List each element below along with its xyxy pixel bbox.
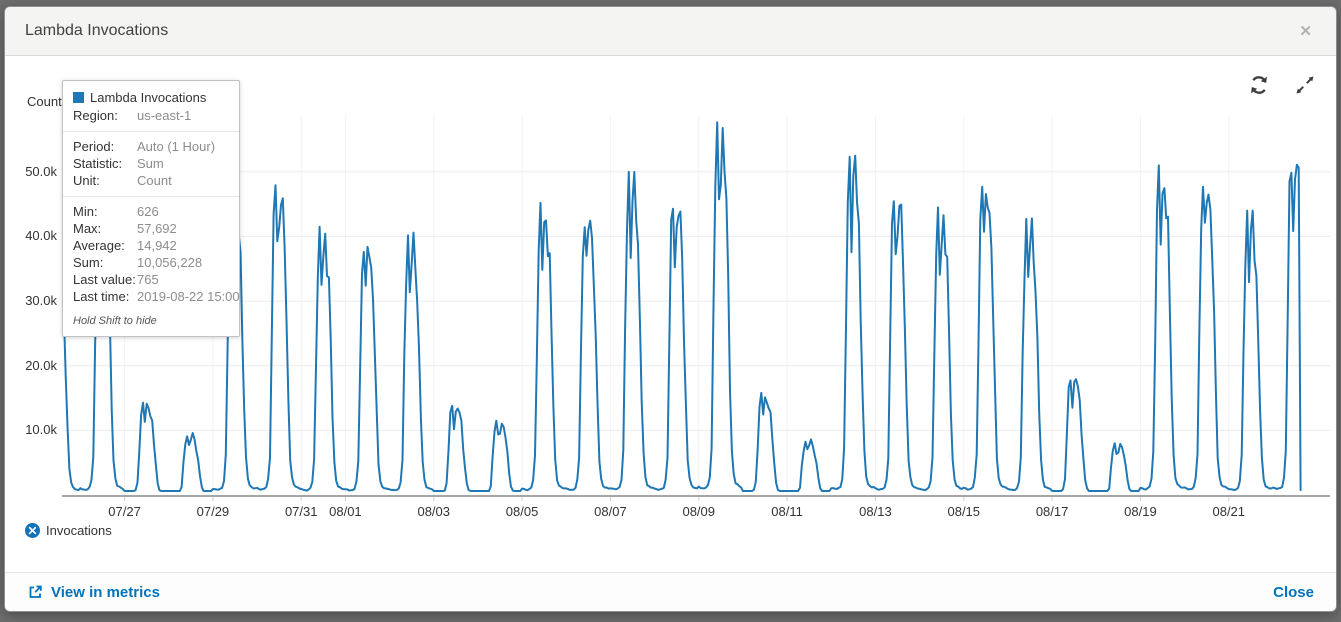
chart-tooltip: Lambda Invocations Region: us-east-1 Perio… [62, 80, 240, 337]
tooltip-row: Average: 14,942 [73, 238, 231, 254]
tooltip-row-label: Period: [73, 139, 115, 154]
legend-item-invocations[interactable]: Invocations [25, 523, 112, 538]
chart-svg[interactable] [61, 115, 1330, 507]
y-tick-label: 20.0k [25, 357, 57, 373]
tooltip-row: Unit: Count [73, 173, 231, 189]
tooltip-row-value: Count [137, 173, 172, 188]
tooltip-row: Min: 626 [73, 204, 231, 220]
expand-button[interactable] [1294, 74, 1316, 96]
tooltip-note: Hold Shift to hide [73, 315, 157, 327]
tooltip-row-value: 57,692 [137, 221, 177, 236]
y-tick-label: 30.0k [25, 293, 57, 309]
x-tick-label: 08/13 [859, 504, 892, 519]
legend-label: Invocations [46, 523, 112, 538]
x-tick-label: 08/15 [947, 504, 981, 519]
refresh-icon [1251, 76, 1267, 94]
tooltip-row-label: Average: [73, 238, 125, 253]
tooltip-row: Period: Auto (1 Hour) [73, 139, 231, 155]
tooltip-sections: Region: us-east-1 Period: Auto (1 Hour) Stat… [63, 108, 240, 305]
external-link-icon [29, 585, 42, 598]
modal-header: Lambda Invocations ✕ [5, 7, 1336, 56]
tooltip-row-value: 2019-08-22 15:00 [137, 289, 240, 304]
x-tick-label: 08/03 [417, 504, 451, 519]
tooltip-row-value: 10,056,228 [137, 255, 203, 270]
tooltip-row-label: Unit: [73, 173, 100, 188]
x-tick-label: 08/01 [329, 504, 362, 519]
close-link-label: Close [1273, 583, 1314, 601]
tooltip-header: Lambda Invocations [73, 90, 231, 105]
modal-body: Count 10.0k 20.0k 30.0k 40.0k 50.0k 07/27 07/… [5, 56, 1336, 572]
view-in-metrics-label: View in metrics [51, 583, 160, 601]
tooltip-row: Statistic: Sum [73, 156, 231, 172]
close-link[interactable]: Close [1273, 584, 1314, 601]
chart-line [61, 121, 1302, 492]
tooltip-row-value: us-east-1 [137, 108, 192, 123]
tooltip-divider [63, 131, 239, 132]
tooltip-row-value: 765 [137, 272, 159, 287]
expand-icon [1296, 76, 1314, 94]
tooltip-row-label: Statistic: [73, 156, 123, 171]
x-tick-label: 08/05 [505, 504, 539, 519]
tooltip-row: Region: us-east-1 [73, 108, 231, 124]
legend-toggle-icon [25, 523, 40, 538]
tooltip-title: Lambda Invocations [90, 90, 207, 105]
invocations-chart[interactable] [61, 115, 1330, 507]
chart-controls [1248, 74, 1316, 96]
y-tick-label: 50.0k [25, 163, 57, 179]
x-tick-label: 08/21 [1212, 504, 1246, 519]
x-tick-label: 08/07 [594, 504, 627, 519]
tooltip-row-value: 14,942 [137, 238, 177, 253]
close-icon[interactable]: ✕ [1299, 22, 1312, 40]
tooltip-row-value: Sum [137, 156, 164, 171]
tooltip-row: Max: 57,692 [73, 221, 231, 237]
y-tick-label: 10.0k [25, 422, 57, 438]
view-in-metrics-link[interactable]: View in metrics [27, 584, 160, 601]
x-tick-label: 07/29 [196, 504, 230, 519]
x-tick-label: 08/19 [1124, 504, 1157, 519]
tooltip-row-value: Auto (1 Hour) [137, 139, 216, 154]
x-tick-label: 08/09 [682, 504, 716, 519]
tooltip-row-label: Region: [73, 108, 118, 123]
x-tick-label: 08/11 [771, 504, 803, 519]
refresh-button[interactable] [1248, 74, 1270, 96]
tooltip-row: Last value: 765 [73, 272, 231, 288]
tooltip-row-label: Max: [73, 221, 102, 236]
tooltip-divider [63, 196, 239, 197]
tooltip-row: Last time: 2019-08-22 15:00 [73, 289, 240, 305]
tooltip-row-label: Last time: [73, 289, 130, 304]
y-axis-label: Count [27, 94, 62, 109]
y-tick-label: 40.0k [25, 228, 57, 244]
tooltip-row: Sum: 10,056,228 [73, 255, 231, 271]
tooltip-row-value: 626 [137, 204, 159, 219]
modal-footer: View in metrics Close [5, 572, 1336, 611]
tooltip-row-label: Min: [73, 204, 98, 219]
x-tick-label: 07/27 [108, 504, 141, 519]
x-tick-label: 08/17 [1035, 504, 1069, 519]
x-tick-label: 07/31 [284, 504, 318, 519]
tooltip-row-label: Last value: [73, 272, 136, 287]
metric-color-swatch [73, 92, 84, 103]
lambda-invocations-modal: Lambda Invocations ✕ [4, 6, 1337, 612]
page-title: Lambda Invocations [25, 22, 169, 39]
tooltip-row-label: Sum: [73, 255, 104, 270]
